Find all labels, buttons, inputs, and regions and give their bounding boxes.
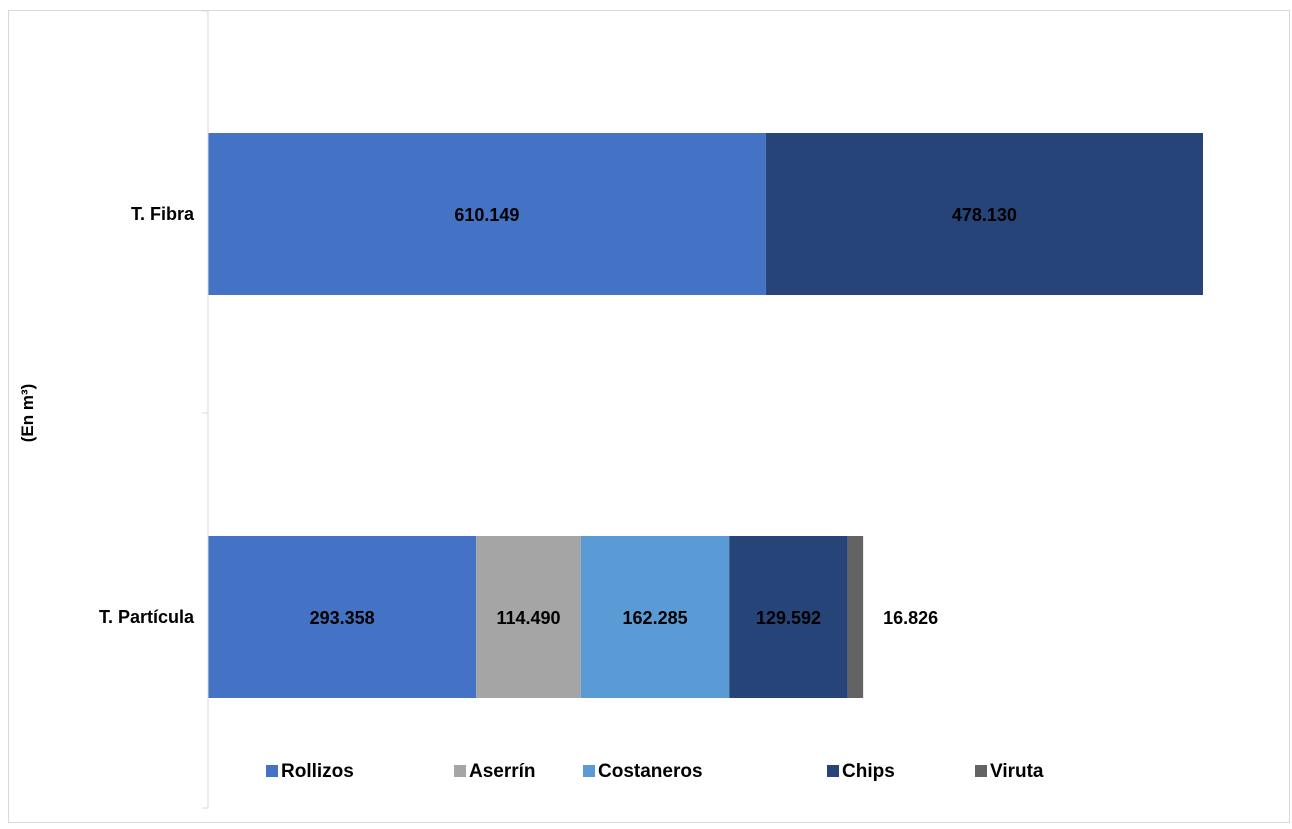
- data-label-t-fibra-chips: 478.130: [952, 205, 1017, 225]
- bar-t-fibra-rollizos: [208, 133, 766, 295]
- bar-t-particula-aserrin: [476, 536, 581, 698]
- legend-swatch-viruta: [975, 765, 987, 777]
- chart-frame: 610.149 478.130 293.358 114.490 162.285 129.5…: [8, 10, 1290, 823]
- labels-layer: 610.149 478.130 293.358 114.490 162.285 129.5…: [310, 205, 1017, 628]
- category-label-t-fibra: T. Fibra: [131, 204, 195, 224]
- data-label-t-particula-costaneros: 162.285: [623, 608, 688, 628]
- legend-item-aserrin: Aserrín: [454, 761, 536, 782]
- y-axis-title: (En m³): [18, 384, 37, 443]
- bar-t-fibra-chips: [765, 133, 1203, 295]
- category-label-t-particula: T. Partícula: [99, 607, 195, 627]
- legend-item-costaneros: Costaneros: [583, 761, 703, 782]
- bars-layer: [208, 133, 1203, 698]
- legend-label-chips: Chips: [842, 761, 895, 782]
- data-label-t-particula-rollizos: 293.358: [310, 608, 375, 628]
- legend-item-chips: Chips: [827, 761, 895, 782]
- data-label-t-particula-aserrin: 114.490: [497, 608, 561, 628]
- legend-label-rollizos: Rollizos: [281, 761, 354, 782]
- legend-swatch-costaneros: [583, 765, 595, 777]
- data-label-t-particula-chips: 129.592: [756, 608, 821, 628]
- legend-label-aserrin: Aserrín: [469, 761, 536, 782]
- bar-t-particula-chips: [729, 536, 848, 698]
- legend-label-costaneros: Costaneros: [598, 761, 703, 782]
- data-label-t-particula-viruta: 16.826: [883, 608, 938, 628]
- bar-t-particula-viruta: [847, 536, 864, 698]
- legend-item-rollizos: Rollizos: [266, 761, 354, 782]
- stacked-bar-chart: 610.149 478.130 293.358 114.490 162.285 129.5…: [18, 10, 1203, 809]
- bar-t-particula-rollizos: [208, 536, 477, 698]
- axis-layer: T. Fibra T. Partícula: [99, 10, 209, 809]
- legend-swatch-aserrin: [454, 765, 466, 777]
- legend-label-viruta: Viruta: [990, 761, 1044, 782]
- legend-swatch-chips: [827, 765, 839, 777]
- bar-t-particula-costaneros: [580, 536, 730, 698]
- data-label-t-fibra-rollizos: 610.149: [454, 205, 519, 225]
- legend-layer: Rollizos Aserrín Costaneros Chips Viruta: [266, 761, 1044, 782]
- legend-item-viruta: Viruta: [975, 761, 1044, 782]
- legend-swatch-rollizos: [266, 765, 278, 777]
